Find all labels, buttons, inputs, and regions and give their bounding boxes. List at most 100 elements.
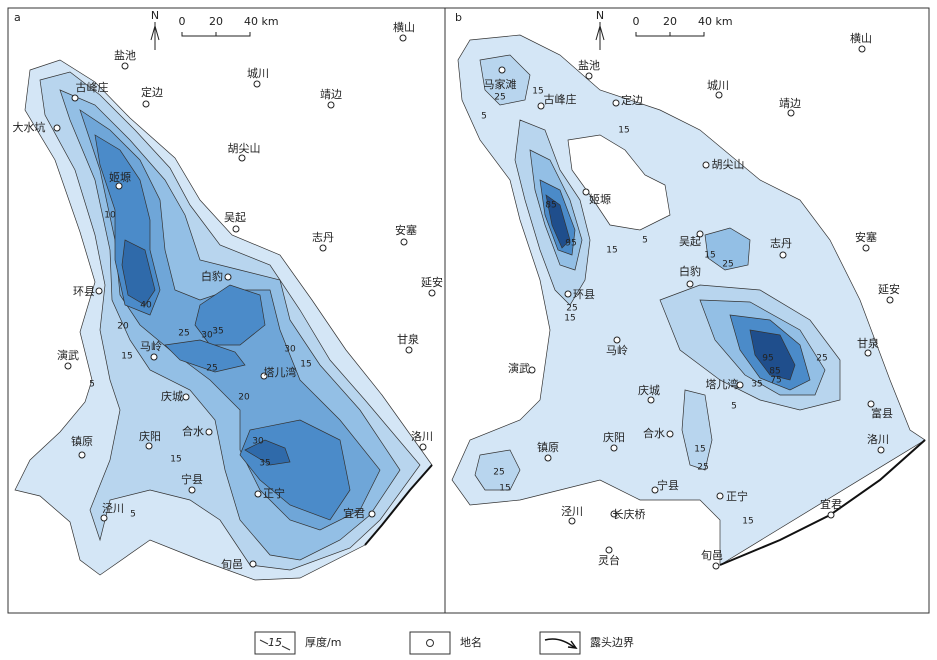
place-name: 正宁 bbox=[263, 486, 285, 500]
place-name: 庆城 bbox=[638, 383, 660, 397]
legend-swatch bbox=[254, 631, 296, 655]
place-marker bbox=[568, 517, 576, 525]
contour-label: 10 bbox=[104, 211, 116, 221]
place-marker bbox=[145, 442, 153, 450]
contour-label: 85 bbox=[545, 201, 556, 211]
place-marker bbox=[95, 287, 103, 295]
place-marker bbox=[419, 443, 427, 451]
place-marker bbox=[787, 109, 795, 117]
place-name: 马岭 bbox=[140, 339, 162, 353]
place-name: 镇原 bbox=[71, 434, 93, 448]
place-marker bbox=[115, 182, 123, 190]
scale-label: 20 bbox=[663, 15, 677, 28]
place-marker bbox=[150, 353, 158, 361]
contour-label: 25 bbox=[722, 260, 733, 270]
place-name: 胡尖山 bbox=[712, 157, 745, 171]
place-name: 泾川 bbox=[561, 505, 583, 518]
contour-area bbox=[121, 239, 156, 306]
place-name: 盐池 bbox=[114, 49, 136, 62]
place-name: 富县 bbox=[871, 406, 893, 420]
contour-label: 15 bbox=[499, 484, 510, 494]
place-name: 横山 bbox=[850, 31, 872, 45]
contour-area bbox=[244, 439, 291, 466]
place-marker bbox=[564, 290, 572, 298]
contour-label: 35 bbox=[212, 327, 223, 337]
place-marker bbox=[100, 514, 108, 522]
legend: 15 厚度/m 地名 露头边界 bbox=[254, 631, 634, 655]
place-name: 宜君 bbox=[820, 497, 842, 511]
place-marker bbox=[53, 124, 61, 132]
outcrop-line bbox=[364, 464, 433, 546]
contour-label: 15 bbox=[564, 314, 575, 324]
place-name: 定边 bbox=[141, 85, 163, 99]
contour-label: 25 bbox=[494, 93, 505, 103]
place-marker bbox=[610, 444, 618, 452]
contour-label: 15 bbox=[121, 352, 132, 362]
legend-sample: 15 bbox=[268, 636, 282, 649]
place-name: 古峰庄 bbox=[76, 80, 109, 94]
place-marker bbox=[188, 486, 196, 494]
place-name: 洛川 bbox=[867, 432, 889, 446]
place-marker bbox=[686, 280, 694, 288]
contour-area bbox=[681, 389, 713, 471]
place-name: 定边 bbox=[621, 93, 643, 107]
contour-label: 95 bbox=[762, 354, 773, 364]
place-name: 演武 bbox=[508, 361, 530, 375]
contour-area bbox=[474, 449, 521, 491]
place-marker bbox=[712, 562, 720, 570]
contour-label: 5 bbox=[89, 380, 95, 390]
contour-label: 30 bbox=[284, 345, 296, 355]
place-marker bbox=[327, 101, 335, 109]
legend-contour bbox=[259, 639, 291, 651]
contour-label: 25 bbox=[493, 468, 504, 478]
contour-area bbox=[479, 54, 531, 106]
place-name: 塔儿湾 bbox=[264, 365, 297, 379]
scale-bar bbox=[635, 32, 705, 37]
contour-label: 35 bbox=[259, 459, 270, 469]
contour-area bbox=[704, 227, 751, 271]
place-name: 城川 bbox=[707, 79, 729, 92]
contour-label: 40 bbox=[140, 301, 152, 311]
place-marker bbox=[858, 45, 866, 53]
place-name: 宁县 bbox=[657, 478, 679, 492]
place-name: 姬塬 bbox=[109, 171, 131, 184]
place-name: 古峰庄 bbox=[544, 92, 577, 106]
place-marker bbox=[121, 62, 129, 70]
place-name: 志丹 bbox=[312, 231, 334, 244]
place-marker bbox=[399, 34, 407, 42]
place-name: 合水 bbox=[182, 424, 204, 438]
place-marker bbox=[260, 372, 268, 380]
place-name: 甘泉 bbox=[397, 332, 419, 346]
place-marker bbox=[249, 560, 257, 568]
place-marker bbox=[142, 100, 150, 108]
place-marker bbox=[537, 102, 545, 110]
place-name: 庆阳 bbox=[603, 430, 625, 444]
place-name: 吴起 bbox=[224, 211, 246, 224]
contour-label: 15 bbox=[618, 126, 629, 136]
contour-label: 5 bbox=[130, 510, 136, 520]
place-marker bbox=[716, 492, 724, 500]
contour-label: 5 bbox=[481, 112, 487, 122]
place-marker bbox=[498, 66, 506, 74]
place-name: 胡尖山 bbox=[228, 141, 261, 155]
north-label: N bbox=[151, 9, 159, 22]
contour-label: 20 bbox=[117, 322, 129, 332]
place-name: 正宁 bbox=[726, 489, 748, 503]
place-marker bbox=[877, 446, 885, 454]
place-marker bbox=[232, 225, 240, 233]
place-name: 演武 bbox=[57, 348, 79, 362]
place-name: 旬邑 bbox=[701, 549, 723, 562]
scale-label: 40 km bbox=[698, 15, 733, 28]
place-marker bbox=[702, 161, 710, 169]
place-name: 塔儿湾 bbox=[706, 377, 739, 391]
place-name: 吴起 bbox=[679, 235, 701, 248]
place-marker bbox=[612, 99, 620, 107]
place-marker bbox=[428, 289, 436, 297]
place-name: 白豹 bbox=[201, 269, 223, 283]
contour-label: 15 bbox=[742, 517, 753, 527]
place-marker bbox=[405, 346, 413, 354]
contour-label: 75 bbox=[770, 376, 781, 386]
place-marker bbox=[528, 366, 536, 374]
